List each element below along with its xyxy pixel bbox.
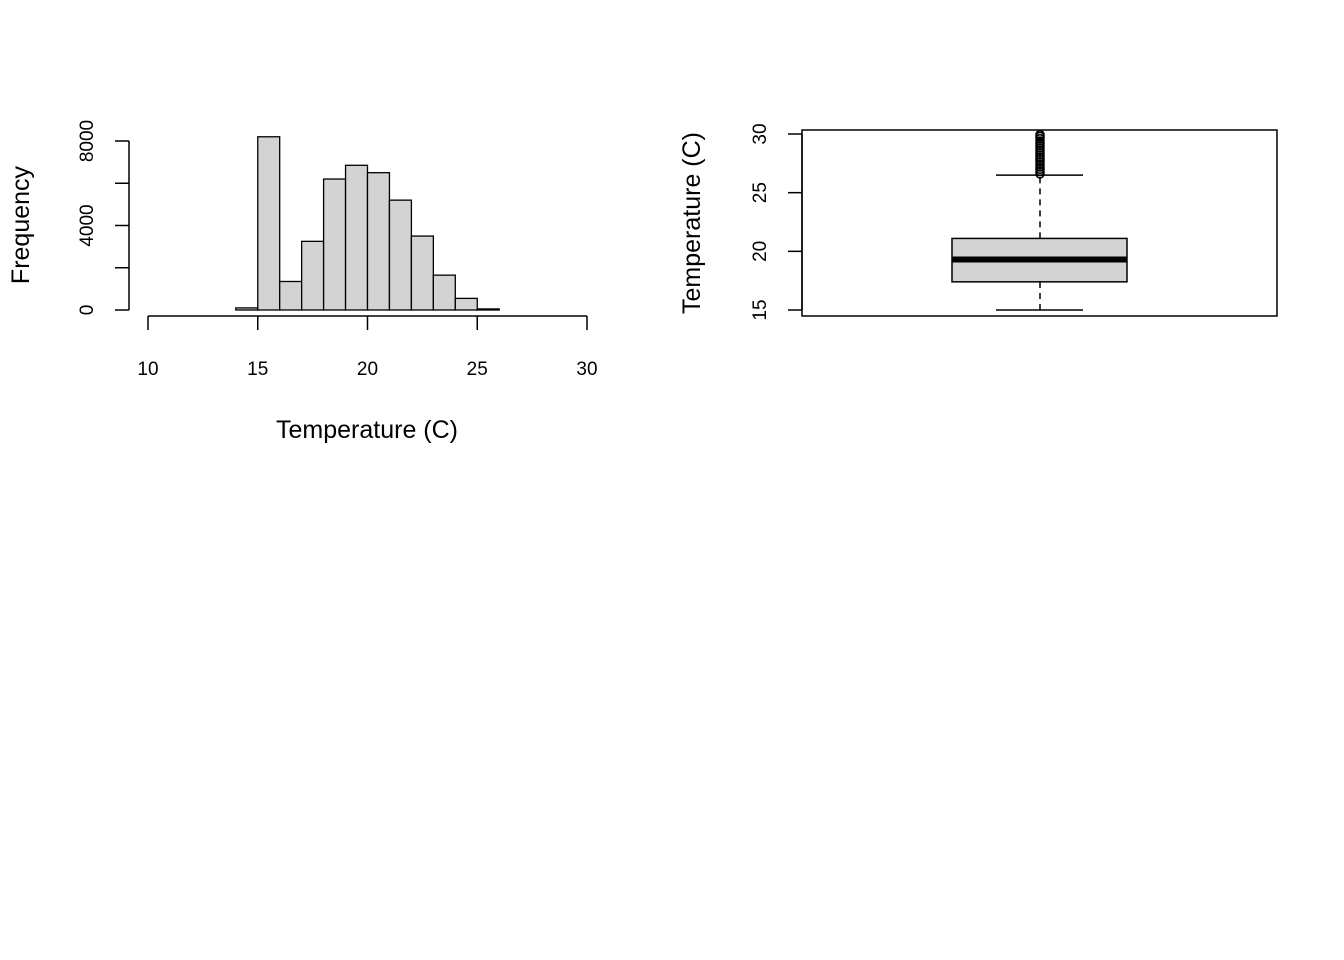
histogram-x-tick-label: 30 — [576, 359, 597, 380]
histogram-x-tick-label: 15 — [247, 359, 268, 380]
histogram-y-tick-label: 0 — [77, 305, 98, 316]
boxplot-y-tick-label: 30 — [750, 123, 771, 144]
histogram-bar — [388, 199, 413, 311]
histogram-bar — [366, 172, 391, 311]
histogram-bar — [410, 235, 434, 311]
boxplot-y-tick-label: 15 — [750, 299, 771, 320]
histogram-panel: 10 15 20 25 30 0 4000 8000 Temperature (C) Fre… — [7, 120, 598, 444]
boxplot-y-tick-label: 25 — [750, 182, 771, 203]
histogram-y-axis-title: Frequency — [7, 165, 35, 284]
histogram-x-axis: 10 15 20 25 30 — [137, 315, 598, 380]
histogram-y-axis: 0 4000 8000 — [77, 120, 130, 316]
histogram-x-tick-label: 25 — [467, 359, 488, 380]
histogram-bar — [279, 280, 303, 311]
histogram-bar — [432, 274, 456, 311]
histogram-y-tick-label: 4000 — [77, 204, 98, 246]
histogram-x-tick-label: 10 — [137, 359, 158, 380]
histogram-bar — [300, 240, 325, 311]
histogram-y-tick-label: 8000 — [77, 120, 98, 162]
histogram-bar — [344, 164, 369, 311]
histogram-bar — [476, 308, 500, 311]
histogram-x-tick-label: 20 — [357, 359, 378, 380]
histogram-bar — [235, 307, 259, 311]
histogram-bar — [257, 136, 281, 311]
histogram-bar — [454, 297, 478, 311]
boxplot-outlier-point — [1035, 129, 1045, 140]
boxplot-y-axis-title: Temperature (C) — [678, 132, 706, 314]
histogram-x-axis-title: Temperature (C) — [276, 416, 458, 444]
histogram-bars — [235, 136, 500, 311]
boxplot-panel: 15 20 25 30 Temperature (C) — [678, 123, 1278, 321]
boxplot-y-tick-label: 20 — [750, 241, 771, 262]
histogram-bar — [322, 178, 347, 311]
boxplot-marks — [951, 129, 1128, 311]
boxplot-y-axis: 15 20 25 30 — [750, 123, 803, 321]
